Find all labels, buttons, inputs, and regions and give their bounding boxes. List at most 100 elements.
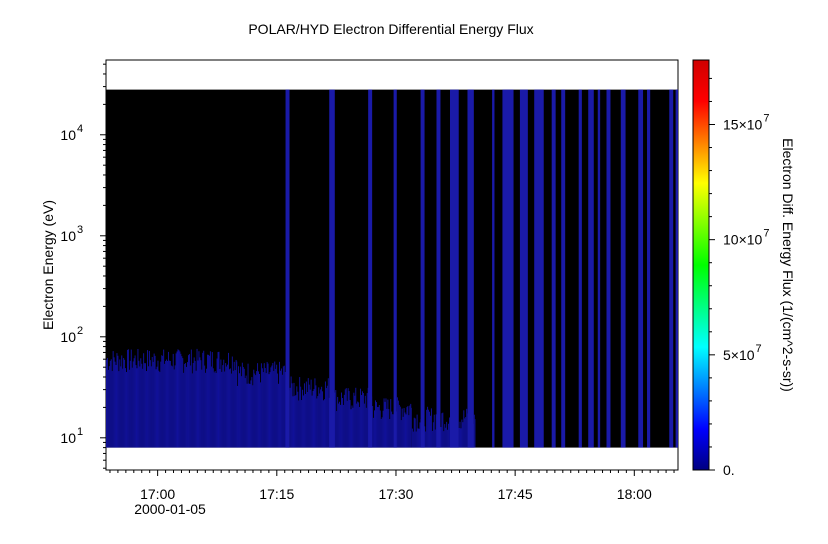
flux-band-segment	[114, 361, 116, 448]
flux-band-segment	[133, 358, 135, 448]
flux-band-segment	[382, 410, 384, 448]
flux-stripe	[561, 89, 566, 448]
flux-band-segment	[183, 372, 185, 448]
flux-band-segment	[238, 373, 240, 448]
flux-band-segment	[405, 414, 407, 448]
flux-band-segment	[139, 366, 141, 448]
flux-band-segment	[372, 406, 374, 448]
flux-band-segment	[304, 394, 306, 448]
flux-band-segment	[256, 371, 258, 448]
flux-stripe	[492, 89, 495, 448]
flux-band-segment	[295, 394, 297, 448]
flux-band-segment	[162, 355, 164, 448]
flux-band-segment	[137, 348, 139, 448]
flux-band-segment	[261, 368, 263, 448]
flux-band-segment	[219, 368, 221, 448]
flux-band-segment	[373, 417, 375, 448]
flux-band-segment	[414, 418, 416, 448]
flux-band-segment	[361, 391, 363, 448]
flux-band-segment	[345, 388, 347, 448]
flux-band-segment	[208, 354, 209, 448]
x-axis: 17:00 17:15 17:30 17:45 18:00	[109, 470, 675, 502]
flux-band-segment	[412, 431, 414, 448]
flux-band-segment	[435, 414, 437, 448]
flux-band-segment	[243, 368, 245, 448]
flux-band-segment	[326, 385, 328, 448]
flux-band-segment	[222, 365, 224, 448]
y-tick-exponent: 4	[77, 123, 83, 135]
flux-band-segment	[212, 368, 214, 448]
flux-band-segment	[260, 363, 262, 448]
flux-band-segment	[303, 395, 304, 448]
flux-band-segment	[444, 424, 446, 448]
flux-band-segment	[353, 392, 355, 448]
flux-band-segment	[259, 382, 261, 448]
flux-band-segment	[293, 382, 295, 448]
flux-band-segment	[126, 371, 127, 448]
y-tick-label: 10	[60, 127, 76, 143]
flux-band-segment	[392, 414, 394, 448]
flux-band-segment	[202, 352, 204, 448]
flux-band-segment	[276, 364, 278, 448]
flux-band-segment	[141, 363, 143, 448]
flux-band-segment	[146, 350, 148, 448]
flux-band-segment	[180, 353, 182, 448]
flux-band-segment	[253, 369, 255, 448]
flux-band-segment	[164, 363, 166, 448]
flux-band-segment	[324, 381, 326, 448]
flux-band-segment	[459, 421, 461, 448]
flux-band-segment	[413, 417, 415, 448]
flux-band-segment	[397, 400, 399, 448]
flux-band-segment	[184, 363, 186, 448]
flux-band-segment	[229, 368, 231, 448]
flux-band-segment	[307, 378, 309, 448]
flux-band-segment	[242, 367, 244, 448]
flux-band-segment	[186, 366, 188, 448]
flux-band-segment	[145, 363, 147, 448]
flux-band-segment	[319, 393, 321, 448]
x-tick-label: 18:00	[617, 486, 652, 502]
flux-band-segment	[473, 414, 475, 448]
flux-band-segment	[300, 386, 302, 448]
flux-band-segment	[404, 412, 406, 448]
flux-band-segment	[347, 388, 349, 448]
flux-band-segment	[113, 357, 115, 448]
flux-band-segment	[111, 371, 113, 448]
flux-band-segment	[188, 354, 190, 448]
colorbar-tick-exponent: 7	[763, 228, 769, 240]
flux-band-segment	[151, 356, 153, 448]
flux-stripe	[551, 89, 556, 448]
flux-band-segment	[146, 371, 147, 448]
flux-band-segment	[325, 388, 327, 448]
flux-band-segment	[172, 353, 174, 448]
flux-band-segment	[317, 396, 319, 448]
flux-band-segment	[358, 402, 360, 448]
flux-band-segment	[280, 368, 282, 448]
flux-band-segment	[428, 409, 430, 448]
flux-band-segment	[130, 349, 132, 448]
flux-band-segment	[342, 404, 344, 448]
flux-band-segment	[124, 359, 126, 448]
flux-stripe	[467, 89, 474, 448]
flux-band-segment	[327, 378, 329, 448]
flux-band-segment	[441, 413, 443, 448]
flux-band-segment	[249, 384, 251, 448]
flux-stripe	[669, 89, 674, 448]
flux-band-segment	[352, 407, 354, 448]
flux-band-segment	[270, 367, 272, 448]
flux-band-segment	[409, 405, 411, 448]
flux-band-segment	[366, 393, 368, 448]
flux-band-segment	[189, 365, 191, 448]
flux-band-segment	[190, 349, 192, 448]
flux-band-segment	[211, 352, 213, 448]
flux-band-segment	[279, 370, 281, 448]
flux-band-segment	[310, 379, 312, 448]
flux-band-segment	[163, 349, 165, 448]
flux-band-segment	[160, 361, 162, 448]
flux-band-segment	[338, 403, 340, 448]
flux-band-segment	[380, 418, 382, 448]
flux-band-segment	[135, 365, 137, 448]
flux-band-segment	[274, 361, 276, 448]
flux-band-segment	[210, 366, 212, 448]
